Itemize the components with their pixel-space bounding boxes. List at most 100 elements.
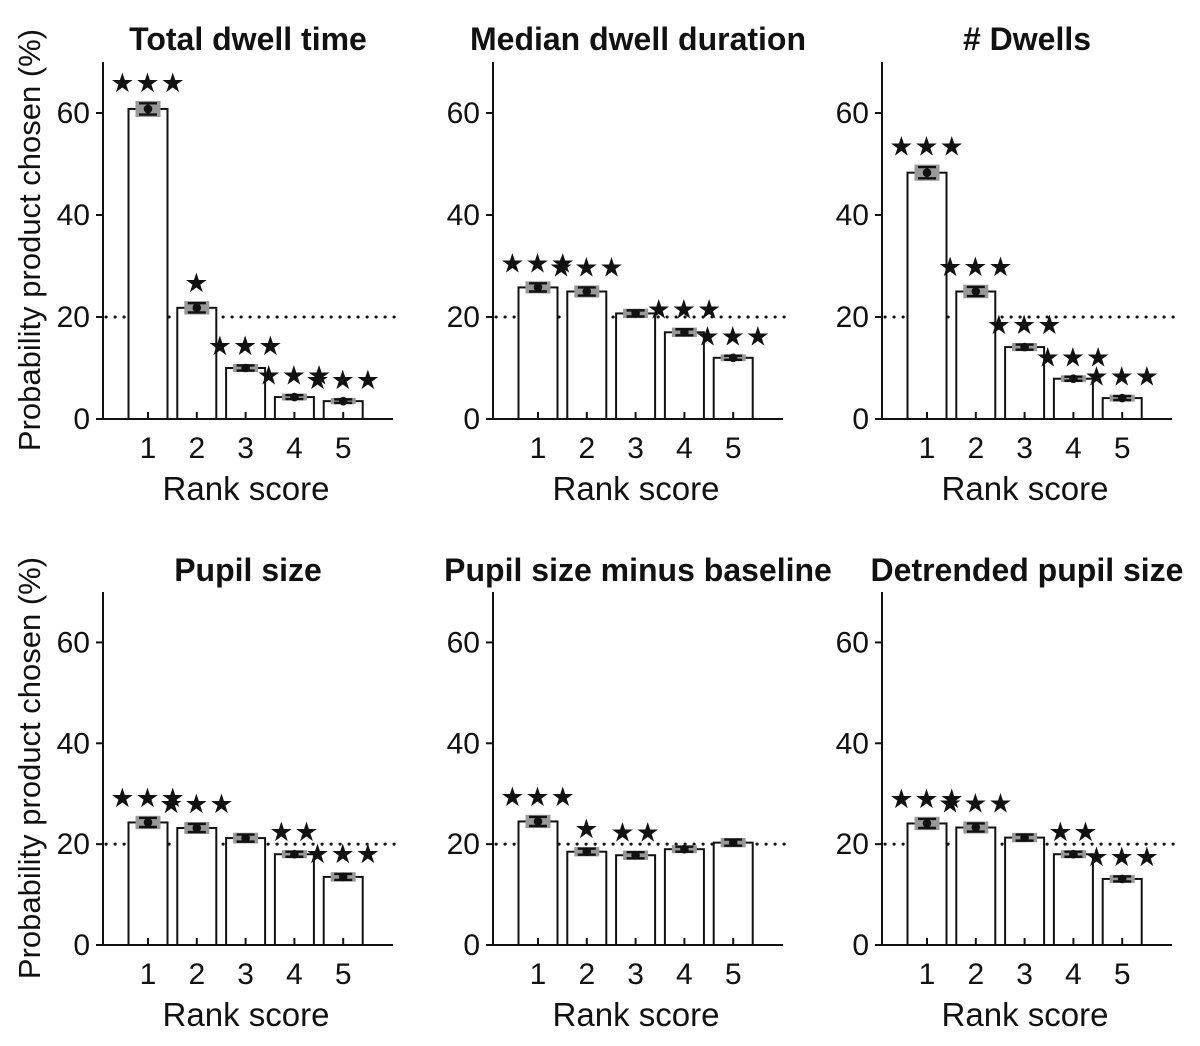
x-tick-label: 4 [676,958,693,991]
x-tick-label: 2 [578,432,595,465]
bar-rank-3 [225,837,267,946]
y-tick-label: 20 [57,828,90,861]
y-tick-label: 40 [57,727,90,760]
significance-stars: ★★★ [110,783,186,814]
mean-marker [143,818,153,827]
mean-marker [728,838,738,847]
x-axis-label: Rank score [163,470,330,507]
mean-marker [1069,849,1078,859]
bar-rank-1 [517,820,559,947]
bar-rank-2 [566,850,608,947]
y-tick-label: 0 [852,403,869,436]
significance-stars: ★★★ [305,839,381,870]
chart-title: Pupil size minus baseline [444,552,832,588]
mean-marker [582,847,592,857]
significance-stars: ★★ [269,817,319,848]
bar-rank-1 [517,286,559,421]
y-tick-label: 40 [57,199,90,232]
chart-title: Median dwell duration [470,21,806,57]
mean-marker [680,844,689,854]
y-tick-label: 40 [447,199,480,232]
y-tick-label: 20 [57,301,90,334]
chart-title: Pupil size [174,552,322,588]
bar-rank-1 [906,171,948,420]
bar-rank-4 [1052,853,1094,947]
error-bar-rank-4 [671,844,697,854]
significance-stars: ★★★ [889,132,965,163]
error-bar-rank-4 [281,392,307,402]
error-bar-rank-3 [233,363,259,373]
chart-title: Total dwell time [129,21,367,57]
mean-marker [1117,393,1127,403]
mean-marker [680,328,689,337]
mean-marker [582,287,592,296]
x-tick-label: 3 [627,958,644,991]
significance-stars: ★★★ [1036,342,1112,373]
error-bar-rank-2 [574,847,600,857]
error-bar-rank-3 [623,850,649,860]
bar-rank-2 [955,826,997,946]
y-axis-label: Probability product chosen (%) [12,557,47,979]
error-bar-rank-4 [1060,374,1086,384]
x-tick-label: 1 [530,432,547,465]
error-bar-rank-1 [914,816,940,831]
error-bar-rank-3 [623,308,649,319]
x-tick-label: 3 [1016,958,1033,991]
error-bar-rank-2 [963,821,989,834]
significance-stars: ★★★ [549,252,625,283]
mean-marker [971,823,981,832]
error-bar-rank-4 [1060,849,1086,859]
x-tick-label: 5 [725,958,742,991]
y-axis-label: Probability product chosen (%) [12,29,47,451]
y-tick-label: 20 [447,828,480,861]
x-tick-label: 2 [578,958,595,991]
mean-marker [533,817,543,826]
x-tick-label: 3 [1016,432,1033,465]
x-tick-label: 3 [627,432,644,465]
mean-marker [922,168,932,177]
x-tick-label: 5 [335,432,352,465]
error-bar-rank-4 [671,327,697,338]
bar-rank-3 [615,854,657,946]
error-bar-rank-5 [330,872,356,882]
mean-marker [241,833,250,843]
y-tick-label: 0 [852,929,869,962]
mean-marker [1117,874,1127,884]
mean-marker [192,823,202,833]
bar-rank-5 [712,841,754,947]
x-tick-label: 4 [1065,958,1082,991]
y-tick-label: 20 [447,301,480,334]
y-tick-label: 60 [836,97,869,130]
bar-rank-4 [663,848,705,947]
bar-rank-1 [127,107,169,420]
x-tick-label: 3 [237,432,254,465]
x-tick-label: 4 [286,432,303,465]
y-tick-label: 60 [447,97,480,130]
x-tick-label: 4 [286,958,303,991]
mean-marker [631,850,640,860]
mean-marker [338,396,348,406]
x-axis-label: Rank score [553,470,720,507]
significance-stars: ★★★ [938,789,1014,820]
mean-marker [1020,342,1029,352]
significance-stars: ★★ [1048,817,1098,848]
mean-marker [1020,833,1029,842]
chart-title: Detrended pupil size [871,552,1184,588]
y-tick-label: 60 [57,626,90,659]
x-tick-label: 1 [140,958,157,991]
significance-stars: ★★★ [889,784,965,815]
bar-rank-2 [176,827,218,947]
y-tick-label: 60 [57,97,90,130]
significance-stars: ★ [574,814,599,845]
x-tick-label: 5 [335,958,352,991]
significance-stars: ★★★ [208,331,284,362]
bar-rank-2 [566,290,608,420]
significance-stars: ★★★ [257,361,333,392]
mean-marker [192,303,202,313]
error-bar-rank-3 [233,832,259,844]
y-tick-label: 60 [447,626,480,659]
significance-stars: ★★ [610,818,660,849]
